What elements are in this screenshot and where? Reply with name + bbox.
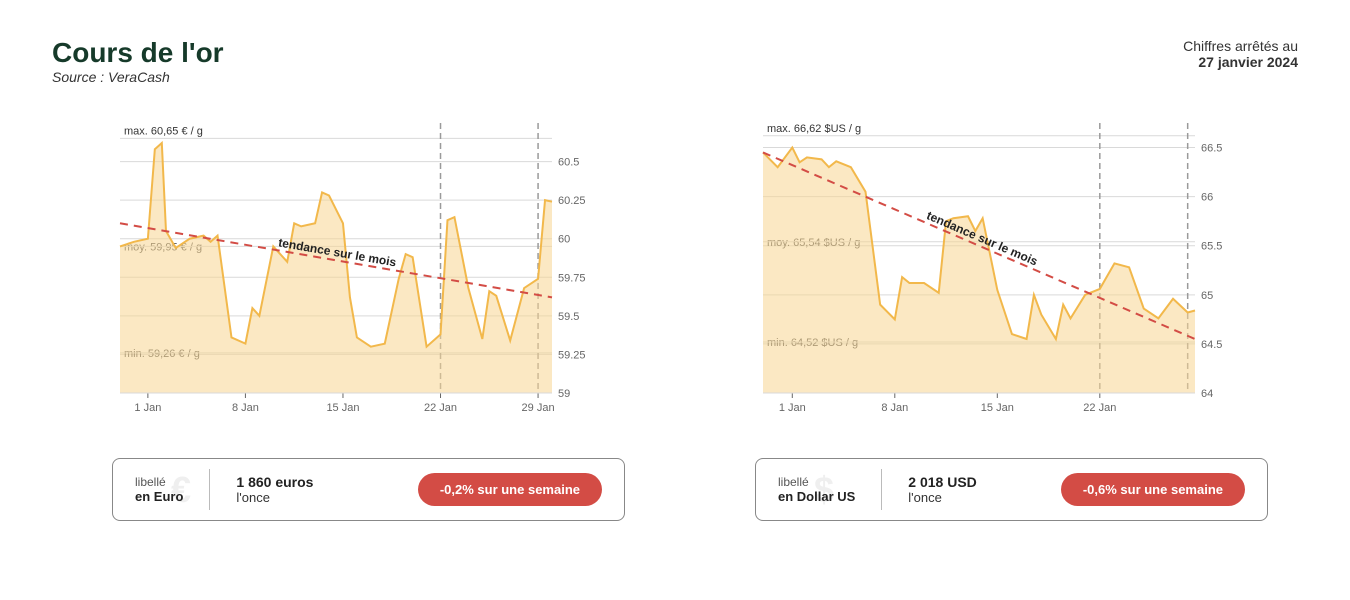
svg-text:64: 64 [1201,388,1213,400]
svg-text:65: 65 [1201,290,1213,302]
price-value: 2 018 USD [908,474,976,490]
libelle-line2: en Dollar US [778,489,855,504]
svg-text:max. 66,62 $US / g: max. 66,62 $US / g [767,123,861,135]
svg-text:64.5: 64.5 [1201,339,1222,351]
svg-text:59: 59 [558,388,570,400]
title-block: Cours de l'or Source : VeraCash [52,38,224,85]
header: Cours de l'or Source : VeraCash Chiffres… [52,38,1298,85]
svg-text:22 Jan: 22 Jan [1083,402,1116,414]
price-unit: l'once [908,490,976,505]
chart-svg-eur: 59 59.25 59.5 59.75 60 60.25 60.5 max. 60,65 € … [112,103,592,423]
svg-text:1 Jan: 1 Jan [134,402,161,414]
libelle-usd: $ libellé en Dollar US [778,475,855,504]
charts-row: 59 59.25 59.5 59.75 60 60.25 60.5 max. 60,65 € … [52,103,1298,521]
svg-text:1 Jan: 1 Jan [779,402,806,414]
libelle-line2: en Euro [135,489,183,504]
change-badge-eur: -0,2% sur une semaine [418,473,602,506]
svg-text:59.5: 59.5 [558,311,579,323]
chart-eur: 59 59.25 59.5 59.75 60 60.25 60.5 max. 60,65 € … [112,103,625,428]
svg-text:60.25: 60.25 [558,196,586,208]
change-badge-usd: -0,6% sur une semaine [1061,473,1245,506]
svg-text:60.5: 60.5 [558,157,579,169]
chart-col-eur: 59 59.25 59.5 59.75 60 60.25 60.5 max. 60,65 € … [112,103,625,521]
separator [209,469,210,510]
date-intro: Chiffres arrêtés au [1183,38,1298,54]
libelle-line1: libellé [778,475,855,489]
libelle-line1: libellé [135,475,183,489]
date-value: 27 janvier 2024 [1183,54,1298,70]
chart-col-usd: 6464.56565.56666.5max. 66,62 $US / gmoy.… [755,103,1268,521]
svg-text:65.5: 65.5 [1201,241,1222,253]
svg-text:8 Jan: 8 Jan [881,402,908,414]
chart-usd: 6464.56565.56666.5max. 66,62 $US / gmoy.… [755,103,1268,428]
date-block: Chiffres arrêtés au 27 janvier 2024 [1183,38,1298,70]
info-box-eur: € libellé en Euro 1 860 euros l'once -0,… [112,458,625,521]
price-eur: 1 860 euros l'once [236,474,313,505]
svg-text:29 Jan: 29 Jan [522,402,555,414]
svg-text:22 Jan: 22 Jan [424,402,457,414]
svg-text:66: 66 [1201,192,1213,204]
libelle-eur: € libellé en Euro [135,475,183,504]
chart-svg-usd: 6464.56565.56666.5max. 66,62 $US / gmoy.… [755,103,1235,423]
svg-text:15 Jan: 15 Jan [326,402,359,414]
svg-text:8 Jan: 8 Jan [232,402,259,414]
price-usd: 2 018 USD l'once [908,474,976,505]
page-title: Cours de l'or [52,38,224,67]
price-value: 1 860 euros [236,474,313,490]
svg-text:59.75: 59.75 [558,273,586,285]
svg-text:max. 60,65 € / g: max. 60,65 € / g [124,126,203,138]
price-unit: l'once [236,490,313,505]
source-label: Source : VeraCash [52,69,224,85]
svg-text:15 Jan: 15 Jan [981,402,1014,414]
svg-text:59.25: 59.25 [558,350,586,362]
svg-text:60: 60 [558,234,570,246]
separator [881,469,882,510]
info-box-usd: $ libellé en Dollar US 2 018 USD l'once … [755,458,1268,521]
svg-text:66.5: 66.5 [1201,143,1222,155]
